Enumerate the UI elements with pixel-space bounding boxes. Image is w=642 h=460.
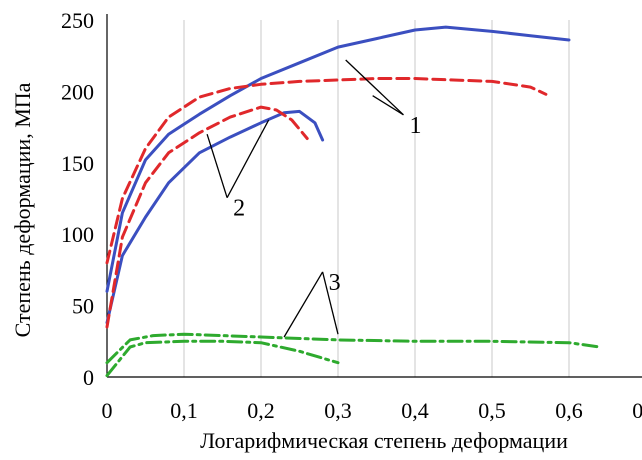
x-tick-labels: 0 0,1 0,2 0,3 0,4 0,5 0,6 0,7 xyxy=(102,398,642,423)
y-tick-label: 50 xyxy=(72,294,94,319)
y-tick-label: 0 xyxy=(83,365,94,390)
callout-label: 3 xyxy=(329,270,341,296)
x-tick-label: 0,7 xyxy=(632,398,642,423)
x-tick-label: 0,4 xyxy=(401,398,429,423)
plot-series xyxy=(105,25,602,378)
callout-pointer xyxy=(226,119,270,198)
y-tick-label: 100 xyxy=(61,222,94,247)
y-axis-title: Степень деформации, МПа xyxy=(10,82,35,337)
x-tick-label: 0,3 xyxy=(324,398,352,423)
callout-pointer xyxy=(345,59,404,116)
callout-pointer xyxy=(283,271,324,338)
grid xyxy=(183,20,570,377)
y-tick-label: 200 xyxy=(61,79,94,104)
callout-label: 2 xyxy=(233,196,245,222)
callout-pointer xyxy=(206,134,228,198)
series-line-5 xyxy=(105,332,602,365)
series-line-6 xyxy=(105,339,340,378)
callout-label: 1 xyxy=(409,113,421,139)
series-line-3 xyxy=(105,77,548,265)
y-tick-label: 150 xyxy=(61,151,94,176)
x-tick-label: 0,5 xyxy=(478,398,506,423)
x-tick-label: 0,2 xyxy=(247,398,275,423)
x-tick-label: 0,1 xyxy=(170,398,198,423)
callout-pointer xyxy=(372,95,404,116)
x-tick-label: 0,6 xyxy=(555,398,583,423)
y-tick-label: 250 xyxy=(61,8,94,33)
axes xyxy=(106,14,642,378)
callout-pointer xyxy=(321,271,339,335)
series-line-4 xyxy=(105,105,309,329)
series-line-2 xyxy=(105,109,325,325)
annotations: 1 2 3 xyxy=(206,59,421,338)
series-line-1 xyxy=(105,25,571,293)
x-axis-title: Логарифмическая степень деформации xyxy=(200,428,568,453)
y-tick-labels: 0 50 100 150 200 250 xyxy=(61,8,94,390)
x-tick-label: 0 xyxy=(102,398,113,423)
